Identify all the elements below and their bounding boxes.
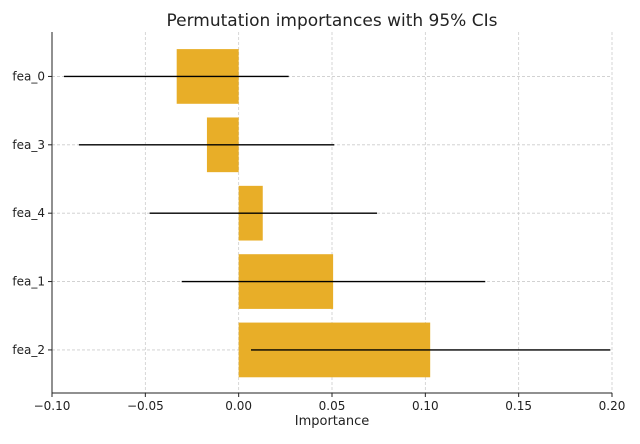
x-tick-label: −0.05 xyxy=(127,399,164,413)
error-bars xyxy=(63,75,611,351)
y-tick-label: fea_2 xyxy=(12,343,45,357)
y-tick-label: fea_1 xyxy=(12,275,45,289)
y-tick-label: fea_0 xyxy=(12,69,45,83)
y-ticks: fea_0 fea_3 fea_4 fea_1 fea_2 xyxy=(12,69,52,357)
x-ticks: −0.10 −0.05 0.00 0.05 0.10 0.15 0.20 xyxy=(34,393,626,413)
x-tick-label: 0.05 xyxy=(319,399,346,413)
y-tick-label: fea_3 xyxy=(12,138,45,152)
x-tick-label: 0.10 xyxy=(412,399,439,413)
x-tick-label: 0.00 xyxy=(225,399,252,413)
x-tick-label: 0.20 xyxy=(599,399,626,413)
x-tick-label: 0.15 xyxy=(505,399,532,413)
x-tick-label: −0.10 xyxy=(34,399,71,413)
y-tick-label: fea_4 xyxy=(12,206,45,220)
chart-title: Permutation importances with 95% CIs xyxy=(167,11,498,31)
x-axis-label: Importance xyxy=(295,414,370,429)
